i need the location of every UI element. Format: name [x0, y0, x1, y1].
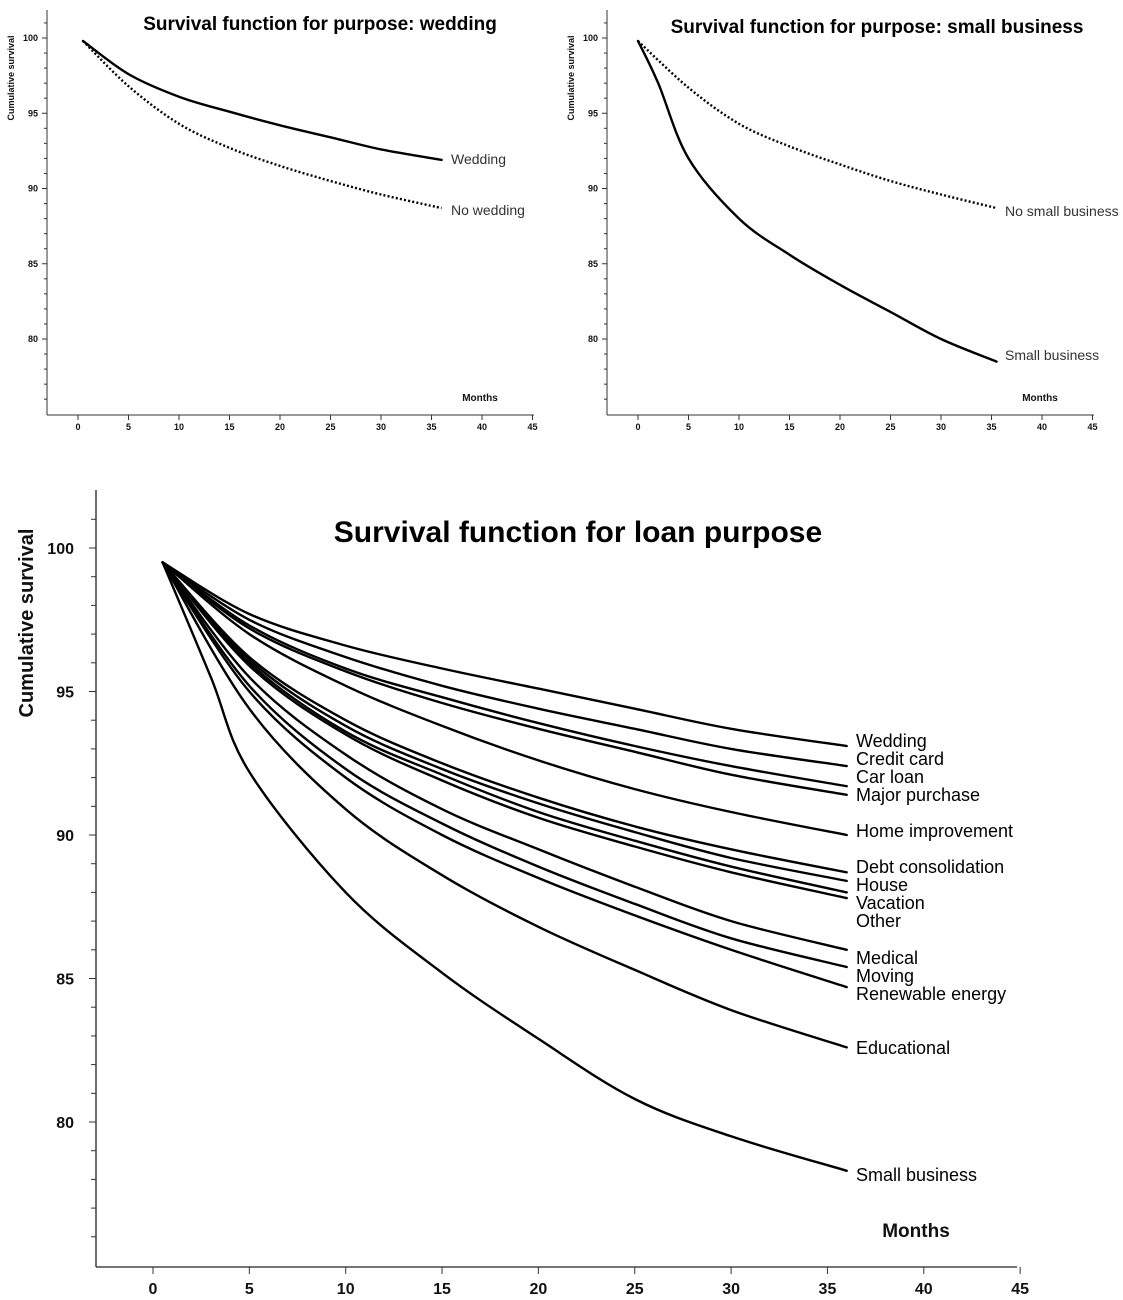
series-label-vacation: Vacation — [856, 893, 925, 913]
x-tick-label: 30 — [376, 422, 386, 432]
series-line-no-wedding — [82, 40, 442, 210]
x-tick-label: 30 — [936, 422, 946, 432]
series-line-small-business — [636, 39, 998, 363]
series-label-educational: Educational — [856, 1038, 950, 1058]
series-label-renewable-energy: Renewable energy — [856, 984, 1006, 1004]
series-line-medical — [161, 561, 848, 951]
y-tick-label: 90 — [588, 184, 598, 194]
series-label-other: Other — [856, 911, 901, 931]
y-axis-label: Cumulative survival — [6, 35, 16, 120]
series-label-debt-consolidation: Debt consolidation — [856, 857, 1004, 877]
x-tick-label: 5 — [126, 422, 131, 432]
series-label-moving: Moving — [856, 966, 914, 986]
series-line-wedding — [81, 39, 443, 162]
x-tick-label: 5 — [686, 422, 691, 432]
series-label-medical: Medical — [856, 948, 918, 968]
series-label-home-improvement: Home improvement — [856, 821, 1013, 841]
series-label-small-business: Small business — [1005, 347, 1099, 363]
series-label-major-purchase: Major purchase — [856, 785, 980, 805]
series-line-other — [161, 561, 848, 900]
series-line-credit-card — [161, 561, 848, 768]
x-axis-label: Months — [462, 393, 498, 404]
x-tick-label: 25 — [626, 1281, 644, 1298]
series-label-no-small-business: No small business — [1005, 203, 1119, 219]
x-tick-label: 45 — [1011, 1281, 1029, 1298]
series-line-moving — [161, 561, 848, 969]
y-tick-label: 90 — [56, 828, 74, 845]
x-tick-label: 5 — [245, 1281, 254, 1298]
series-line-wedding — [161, 561, 848, 748]
x-tick-label: 40 — [477, 422, 487, 432]
x-tick-label: 35 — [819, 1281, 837, 1298]
x-tick-label: 10 — [174, 422, 184, 432]
y-tick-label: 80 — [588, 334, 598, 344]
x-tick-label: 25 — [885, 422, 895, 432]
x-axis-label: Months — [1022, 393, 1058, 404]
y-tick-label: 85 — [28, 259, 38, 269]
y-axis-label: Cumulative survival — [566, 35, 576, 120]
y-axis-label: Cumulative survival — [16, 529, 38, 718]
y-tick-label: 100 — [583, 33, 598, 43]
x-tick-label: 30 — [722, 1281, 740, 1298]
y-tick-label: 100 — [23, 33, 38, 43]
series-line-renewable-energy — [161, 561, 848, 989]
series-line-house — [161, 561, 848, 883]
series-line-debt-consolidation — [161, 561, 848, 874]
series-label-car-loan: Car loan — [856, 767, 924, 787]
chart-title: Survival function for purpose: small bus… — [671, 17, 1084, 38]
series-line-major-purchase — [161, 561, 848, 796]
y-tick-label: 80 — [28, 334, 38, 344]
x-tick-label: 45 — [527, 422, 537, 432]
series-line-vacation — [161, 561, 848, 894]
x-tick-label: 40 — [915, 1281, 933, 1298]
y-tick-label: 100 — [47, 541, 74, 558]
y-tick-label: 80 — [56, 1115, 74, 1132]
chart-title: Survival function for loan purpose — [334, 516, 822, 549]
x-tick-label: 40 — [1037, 422, 1047, 432]
series-label-small-business: Small business — [856, 1165, 977, 1185]
x-tick-label: 20 — [530, 1281, 548, 1298]
series-label-wedding: Wedding — [856, 731, 927, 751]
x-tick-label: 10 — [734, 422, 744, 432]
series-label-credit-card: Credit card — [856, 749, 944, 769]
y-tick-label: 95 — [56, 685, 74, 702]
x-axis-label: Months — [882, 1221, 950, 1242]
series-label-wedding: Wedding — [451, 151, 506, 167]
x-tick-label: 20 — [835, 422, 845, 432]
x-tick-label: 45 — [1087, 422, 1097, 432]
chart-2: Survival function for purpose: small bus… — [566, 10, 1119, 432]
x-tick-label: 15 — [784, 422, 794, 432]
series-label-house: House — [856, 875, 908, 895]
y-tick-label: 85 — [588, 259, 598, 269]
series-line-educational — [161, 561, 848, 1049]
y-tick-label: 90 — [28, 184, 38, 194]
y-tick-label: 95 — [588, 108, 598, 118]
x-tick-label: 25 — [325, 422, 335, 432]
series-label-no-wedding: No wedding — [451, 202, 525, 218]
x-tick-label: 10 — [337, 1281, 355, 1298]
chart-title: Survival function for purpose: wedding — [143, 14, 497, 35]
x-tick-label: 20 — [275, 422, 285, 432]
x-tick-label: 35 — [986, 422, 996, 432]
series-line-small-business — [161, 561, 848, 1172]
x-tick-label: 35 — [426, 422, 436, 432]
series-line-home-improvement — [161, 561, 848, 837]
series-line-car-loan — [161, 561, 848, 788]
x-tick-label: 0 — [75, 422, 80, 432]
x-tick-label: 0 — [635, 422, 640, 432]
chart-3: Survival function for loan purpose Cumula… — [16, 490, 1029, 1298]
x-tick-label: 0 — [149, 1281, 158, 1298]
chart-1: Survival function for purpose: wedding Cu… — [6, 10, 538, 432]
x-tick-label: 15 — [433, 1281, 451, 1298]
y-tick-label: 85 — [56, 972, 74, 989]
x-tick-label: 15 — [224, 422, 234, 432]
y-tick-label: 95 — [28, 108, 38, 118]
series-line-no-small-business — [637, 40, 997, 210]
